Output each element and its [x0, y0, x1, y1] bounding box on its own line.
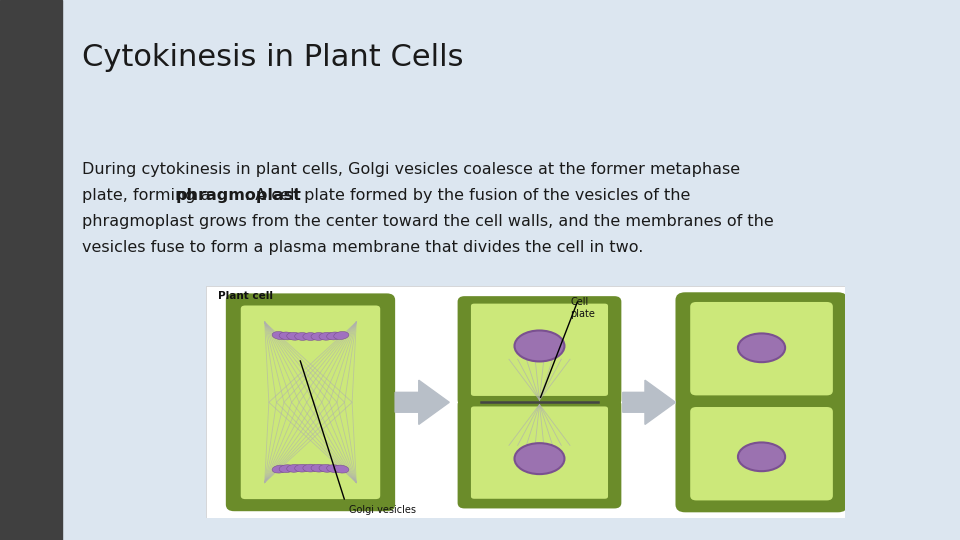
Text: phragmoplast: phragmoplast: [176, 188, 301, 203]
FancyBboxPatch shape: [470, 303, 609, 397]
Ellipse shape: [295, 464, 310, 472]
Polygon shape: [623, 380, 676, 424]
FancyBboxPatch shape: [458, 296, 621, 406]
Ellipse shape: [302, 333, 318, 340]
Text: plate, forming a: plate, forming a: [82, 188, 215, 203]
Ellipse shape: [311, 464, 326, 472]
Ellipse shape: [287, 332, 302, 340]
Ellipse shape: [334, 465, 348, 473]
Text: . A cell plate formed by the fusion of the vesicles of the: . A cell plate formed by the fusion of t…: [245, 188, 690, 203]
Text: Plant cell: Plant cell: [218, 291, 273, 301]
Ellipse shape: [311, 333, 326, 340]
FancyBboxPatch shape: [226, 293, 396, 511]
Ellipse shape: [738, 442, 785, 471]
FancyBboxPatch shape: [240, 305, 381, 500]
Ellipse shape: [319, 464, 334, 472]
Ellipse shape: [326, 465, 342, 472]
Text: Golgi vesicles: Golgi vesicles: [349, 505, 417, 515]
Text: During cytokinesis in plant cells, Golgi vesicles coalesce at the former metapha: During cytokinesis in plant cells, Golgi…: [82, 162, 740, 177]
Ellipse shape: [279, 465, 295, 472]
FancyBboxPatch shape: [676, 397, 848, 512]
Ellipse shape: [295, 333, 310, 340]
Ellipse shape: [279, 332, 295, 340]
Ellipse shape: [326, 332, 342, 340]
Ellipse shape: [334, 332, 348, 340]
Text: Cytokinesis in Plant Cells: Cytokinesis in Plant Cells: [82, 43, 463, 72]
FancyBboxPatch shape: [470, 406, 609, 500]
FancyBboxPatch shape: [458, 399, 621, 509]
Ellipse shape: [738, 333, 785, 362]
Text: vesicles fuse to form a plasma membrane that divides the cell in two.: vesicles fuse to form a plasma membrane …: [82, 240, 643, 255]
Ellipse shape: [515, 330, 564, 361]
Polygon shape: [396, 380, 449, 424]
FancyBboxPatch shape: [676, 292, 848, 407]
FancyBboxPatch shape: [689, 406, 833, 501]
Ellipse shape: [302, 464, 318, 472]
Text: phragmoplast grows from the center toward the cell walls, and the membranes of t: phragmoplast grows from the center towar…: [82, 214, 774, 229]
FancyBboxPatch shape: [689, 301, 833, 396]
Ellipse shape: [287, 464, 302, 472]
Ellipse shape: [515, 443, 564, 474]
Text: Cell
plate: Cell plate: [570, 297, 595, 319]
Ellipse shape: [319, 332, 334, 340]
Ellipse shape: [272, 332, 287, 340]
Ellipse shape: [272, 465, 287, 473]
